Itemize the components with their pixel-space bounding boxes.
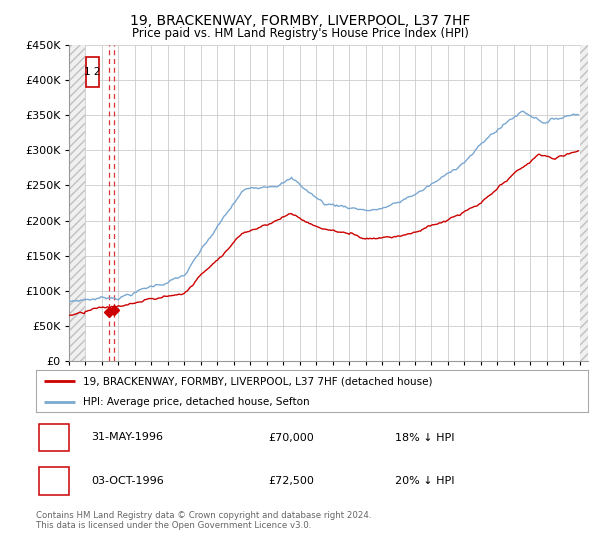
Text: 31-MAY-1996: 31-MAY-1996	[91, 432, 163, 442]
Text: 19, BRACKENWAY, FORMBY, LIVERPOOL, L37 7HF: 19, BRACKENWAY, FORMBY, LIVERPOOL, L37 7…	[130, 14, 470, 28]
Text: 19, BRACKENWAY, FORMBY, LIVERPOOL, L37 7HF (detached house): 19, BRACKENWAY, FORMBY, LIVERPOOL, L37 7…	[83, 376, 433, 386]
Text: 03-OCT-1996: 03-OCT-1996	[91, 476, 164, 486]
Text: £70,000: £70,000	[268, 432, 314, 442]
Text: HPI: Average price, detached house, Sefton: HPI: Average price, detached house, Seft…	[83, 398, 310, 407]
Text: £72,500: £72,500	[268, 476, 314, 486]
Bar	[69, 45, 85, 361]
Text: 2: 2	[50, 476, 58, 486]
Text: 1: 1	[50, 432, 58, 442]
Text: 1 2: 1 2	[84, 67, 101, 77]
FancyBboxPatch shape	[39, 467, 69, 495]
Text: 18% ↓ HPI: 18% ↓ HPI	[395, 432, 454, 442]
Text: 20% ↓ HPI: 20% ↓ HPI	[395, 476, 454, 486]
Text: Contains HM Land Registry data © Crown copyright and database right 2024.
This d: Contains HM Land Registry data © Crown c…	[36, 511, 371, 530]
Text: Price paid vs. HM Land Registry's House Price Index (HPI): Price paid vs. HM Land Registry's House …	[131, 27, 469, 40]
FancyBboxPatch shape	[39, 424, 69, 451]
FancyBboxPatch shape	[86, 58, 98, 87]
Bar	[580, 45, 588, 361]
